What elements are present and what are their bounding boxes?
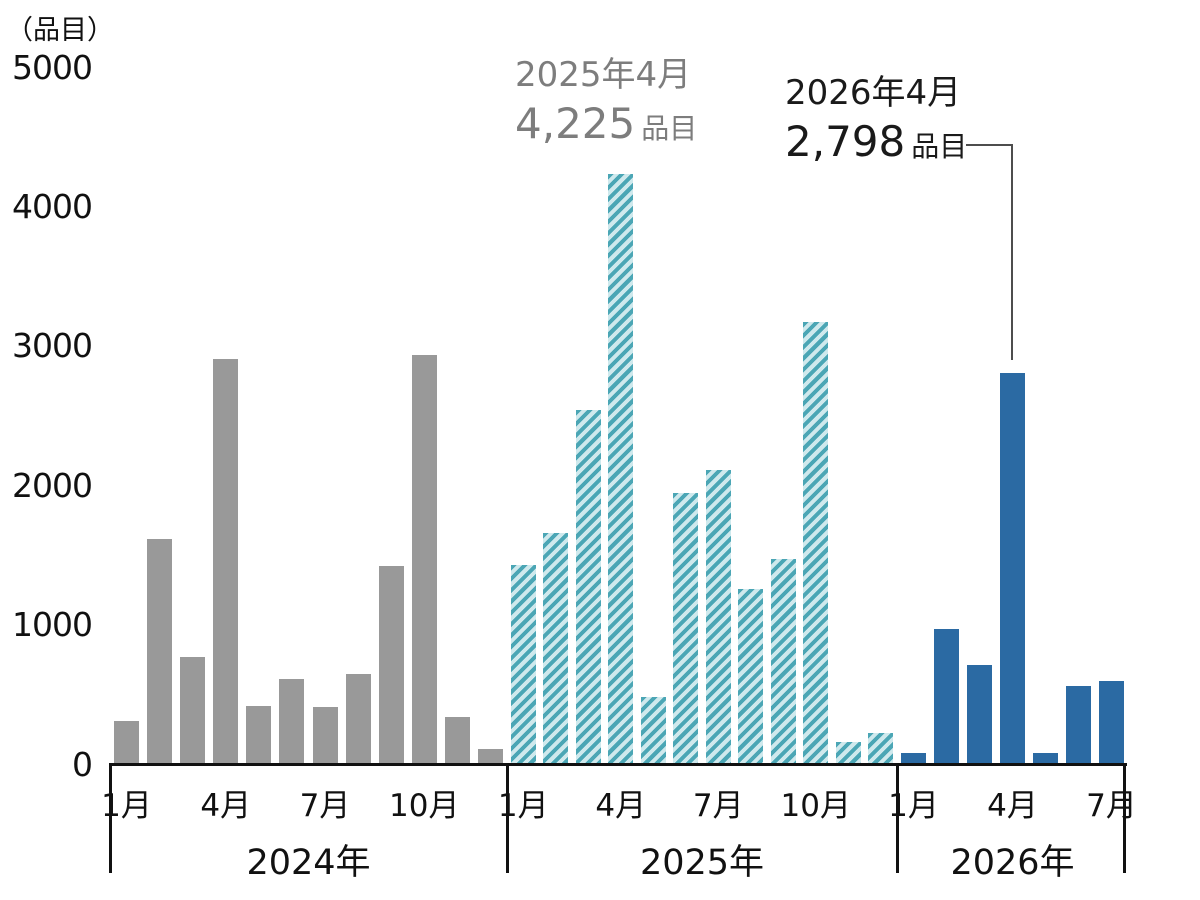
bar-2026年-5月 xyxy=(1033,753,1058,763)
annotation-2026-value: 2,798 xyxy=(785,117,906,166)
year-label-2024年: 2024年 xyxy=(246,843,371,883)
bar-2024年-5月 xyxy=(246,706,272,763)
month-label-2024年-1月: 1月 xyxy=(101,788,152,824)
month-label-2025年-10月: 10月 xyxy=(780,788,851,824)
month-label-2026年-7月: 7月 xyxy=(1086,788,1137,824)
bar-2025年-10月 xyxy=(803,322,829,763)
bar-2024年-2月 xyxy=(147,539,173,763)
month-label-2025年-1月: 1月 xyxy=(497,788,549,824)
bar-2025年-7月 xyxy=(705,470,731,763)
month-label-2026年-1月: 1月 xyxy=(888,788,939,824)
bar-2025年-11月 xyxy=(835,742,861,763)
bar-2024年-8月 xyxy=(345,674,371,763)
annotation-2025-value: 4,225 xyxy=(515,99,636,148)
annotation-2026-april: 2026年4月 2,798 品目 xyxy=(785,74,967,165)
month-label-2024年-10月: 10月 xyxy=(389,788,460,824)
bar-2026年-6月 xyxy=(1066,686,1091,763)
callout-line-horizontal xyxy=(966,144,1013,146)
bar-2024年-12月 xyxy=(477,749,503,763)
annotation-2026-unit: 品目 xyxy=(911,130,968,163)
bar-2025年-4月 xyxy=(608,174,634,763)
group-separator-1 xyxy=(506,763,509,873)
bar-2024年-3月 xyxy=(180,657,206,763)
y-axis-tick-label: 0 xyxy=(72,744,93,784)
y-axis-tick-label: 4000 xyxy=(12,186,93,226)
annotation-2025-unit: 品目 xyxy=(641,112,698,145)
annotation-2025-title: 2025年4月 xyxy=(515,55,692,95)
bar-2026年-1月 xyxy=(901,753,926,763)
month-label-2026年-4月: 4月 xyxy=(987,788,1038,824)
year-label-2026年: 2026年 xyxy=(950,843,1075,883)
month-label-2024年-7月: 7月 xyxy=(299,788,351,824)
bar-2025年-12月 xyxy=(868,733,894,763)
annotation-2025-april: 2025年4月 4,225 品目 xyxy=(515,56,697,147)
bar-2024年-6月 xyxy=(279,679,305,763)
y-axis-tick-label: 1000 xyxy=(12,605,93,645)
bar-2026年-3月 xyxy=(967,665,992,763)
y-axis-unit-label: （品目） xyxy=(6,15,114,46)
bar-2025年-2月 xyxy=(543,533,569,763)
group-separator-2 xyxy=(896,763,899,873)
month-label-2025年-7月: 7月 xyxy=(692,788,744,824)
bar-2024年-9月 xyxy=(378,566,404,763)
y-axis-tick-label: 3000 xyxy=(12,326,93,366)
annotation-2026-title: 2026年4月 xyxy=(785,73,962,113)
y-axis-tick-label: 2000 xyxy=(12,465,93,505)
bar-2025年-1月 xyxy=(510,565,536,763)
bar-2024年-4月 xyxy=(213,359,239,763)
bar-2026年-4月 xyxy=(1000,373,1025,763)
month-label-2025年-4月: 4月 xyxy=(595,788,647,824)
month-label-2024年-4月: 4月 xyxy=(200,788,252,824)
bar-2024年-11月 xyxy=(444,717,470,763)
bar-2025年-9月 xyxy=(770,559,796,763)
bar-2024年-10月 xyxy=(411,355,437,763)
bar-2025年-8月 xyxy=(738,589,764,763)
bar-2025年-3月 xyxy=(575,410,601,763)
x-axis-baseline xyxy=(110,763,1127,766)
bar-2024年-7月 xyxy=(312,707,338,763)
y-axis-tick-label: 5000 xyxy=(12,47,93,87)
bar-2024年-1月 xyxy=(114,721,140,763)
year-label-2025年: 2025年 xyxy=(639,843,765,883)
bar-2025年-6月 xyxy=(673,493,699,763)
bar-2026年-7月 xyxy=(1099,681,1124,763)
group-separator-3 xyxy=(1123,763,1126,873)
bar-2026年-2月 xyxy=(934,629,959,763)
bar-2025年-5月 xyxy=(640,697,666,763)
callout-line-vertical xyxy=(1011,144,1013,360)
group-separator-0 xyxy=(109,763,112,873)
